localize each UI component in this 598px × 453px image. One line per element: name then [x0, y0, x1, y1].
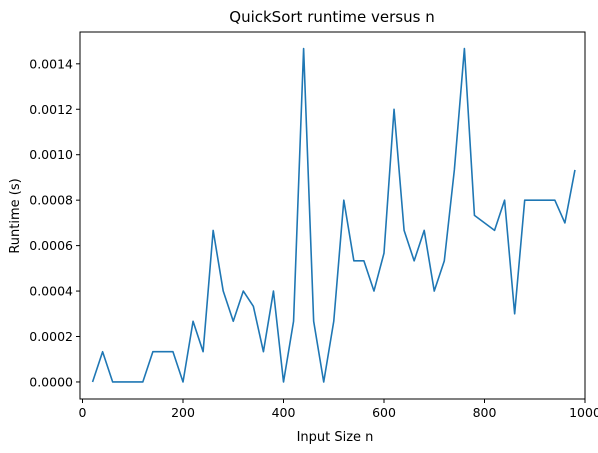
series-lines	[91, 47, 576, 383]
x-tick-label: 0	[79, 405, 87, 420]
y-tick-label: 0.0002	[29, 329, 73, 344]
y-tick-label: 0.0008	[29, 193, 73, 208]
plot-frame	[79, 31, 586, 400]
y-ticks: 0.0000 0.0002 0.0004 0.0006 0.0008 0.0010 0.00…	[29, 56, 80, 389]
series-line	[91, 47, 576, 383]
y-tick-label: 0.0012	[29, 102, 73, 117]
y-tick-label: 0.0010	[29, 147, 73, 162]
x-tick-label: 600	[372, 405, 396, 420]
x-tick-label: 400	[272, 405, 296, 420]
y-tick-label: 0.0006	[29, 238, 73, 253]
x-axis-label: Input Size n	[297, 430, 374, 445]
x-tick-label: 1000	[569, 405, 598, 420]
x-tick-label: 800	[473, 405, 497, 420]
y-tick-label: 0.0014	[29, 56, 73, 71]
chart-title: QuickSort runtime versus n	[229, 8, 434, 26]
x-tick-label: 200	[171, 405, 195, 420]
y-tick-label: 0.0000	[29, 374, 73, 389]
y-tick-label: 0.0004	[29, 284, 73, 299]
x-ticks: 0 200 400 600 800 1000	[79, 399, 598, 420]
y-axis-label: Runtime (s)	[8, 178, 23, 253]
